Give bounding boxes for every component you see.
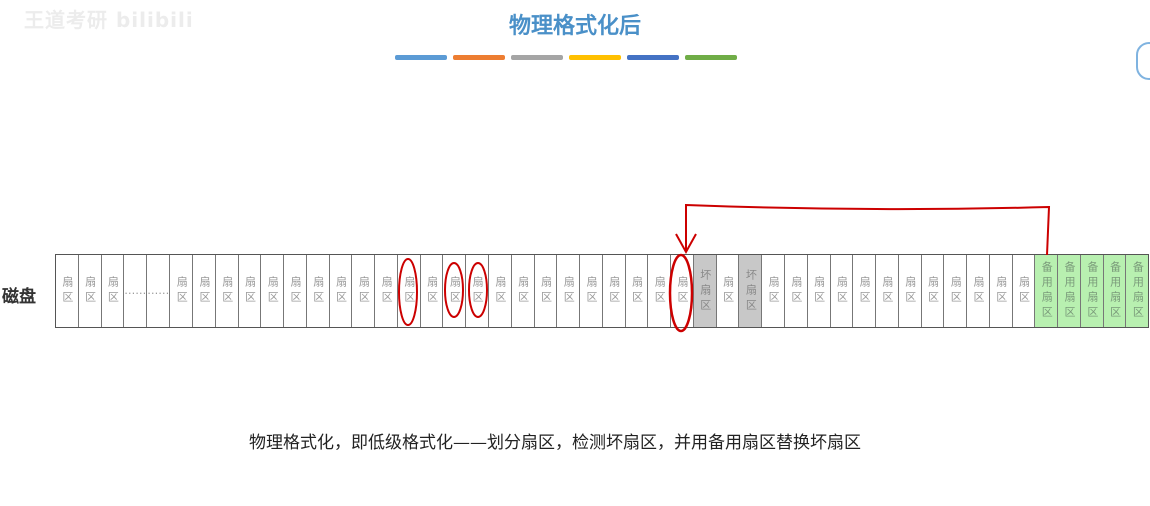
spare-sector-cell: 备用扇区 — [1080, 255, 1104, 327]
arrow-head-icon — [675, 233, 697, 255]
sector-cell: 扇区 — [808, 255, 831, 327]
sector-cell: 扇区 — [603, 255, 626, 327]
ellipsis-cell: …… — [124, 255, 148, 327]
color-bar — [627, 55, 679, 60]
sector-cell: 扇区 — [1013, 255, 1036, 327]
bad-sector-cell: 坏扇区 — [739, 255, 763, 327]
sector-cell: 扇区 — [580, 255, 603, 327]
sector-cell: 扇区 — [853, 255, 877, 327]
sector-cell: 扇区 — [421, 255, 444, 327]
sector-cell: 扇区 — [330, 255, 353, 327]
spare-sector-cell: 备用扇区 — [1103, 255, 1127, 327]
remap-arrow — [685, 203, 1051, 256]
page-title: 物理格式化后 — [508, 14, 641, 39]
sector-cell: 扇区 — [535, 255, 558, 327]
spare-sector-cell: 备用扇区 — [1035, 255, 1059, 327]
sector-cell: 扇区 — [466, 255, 490, 327]
sector-cell: 扇区 — [899, 255, 922, 327]
color-bar — [685, 55, 737, 60]
bad-sector-cell: 坏扇区 — [693, 255, 717, 327]
sector-cell: 扇区 — [261, 255, 285, 327]
disk-track: 扇区 扇区 扇区………… 扇区 扇区 扇区 扇区 扇区 扇区 扇区 扇区 扇区 扇区 扇区 扇区 扇区 扇区 扇区… — [55, 254, 1149, 328]
spare-sector-cell: 备用扇区 — [1058, 255, 1081, 327]
ellipsis-cell: …… — [147, 255, 171, 327]
color-bar — [395, 55, 447, 60]
watermark: 王道考研 bilibili — [24, 8, 194, 32]
sector-cell: 扇区 — [102, 255, 125, 327]
sector-cell: 扇区 — [967, 255, 990, 327]
sector-cell: 扇区 — [284, 255, 307, 327]
color-bar — [453, 55, 505, 60]
color-bar — [511, 55, 563, 60]
sector-cell: 扇区 — [648, 255, 672, 327]
sector-cell: 扇区 — [375, 255, 398, 327]
sector-cell: 扇区 — [717, 255, 740, 327]
sector-cell: 扇区 — [990, 255, 1013, 327]
sector-cell: 扇区 — [193, 255, 216, 327]
sector-cell: 扇区 — [922, 255, 945, 327]
sector-cell: 扇区 — [512, 255, 535, 327]
spare-sector-cell: 备用扇区 — [1126, 255, 1149, 327]
sector-cell: 扇区 — [876, 255, 899, 327]
sector-cell: 扇区 — [307, 255, 330, 327]
sector-cell: 扇区 — [671, 255, 694, 327]
sector-cell: 扇区 — [216, 255, 239, 327]
sector-cell: 扇区 — [785, 255, 808, 327]
sector-cell: 扇区 — [56, 255, 79, 327]
color-bar — [569, 55, 621, 60]
caption: 物理格式化，即低级格式化——划分扇区，检测坏扇区，并用备用扇区替换坏扇区 — [249, 433, 861, 453]
sector-cell: 扇区 — [352, 255, 376, 327]
disk-label: 磁盘 — [2, 287, 36, 307]
sector-cell: 扇区 — [944, 255, 968, 327]
side-widget-icon[interactable] — [1136, 42, 1150, 80]
sector-cell: 扇区 — [239, 255, 262, 327]
sector-cell: 扇区 — [762, 255, 785, 327]
sector-cell: 扇区 — [557, 255, 581, 327]
sector-cell: 扇区 — [398, 255, 421, 327]
sector-cell: 扇区 — [170, 255, 194, 327]
sector-cell: 扇区 — [626, 255, 649, 327]
color-bars — [395, 55, 737, 60]
sector-cell: 扇区 — [443, 255, 467, 327]
sector-cell: 扇区 — [489, 255, 512, 327]
sector-cell: 扇区 — [79, 255, 102, 327]
sector-cell: 扇区 — [831, 255, 854, 327]
